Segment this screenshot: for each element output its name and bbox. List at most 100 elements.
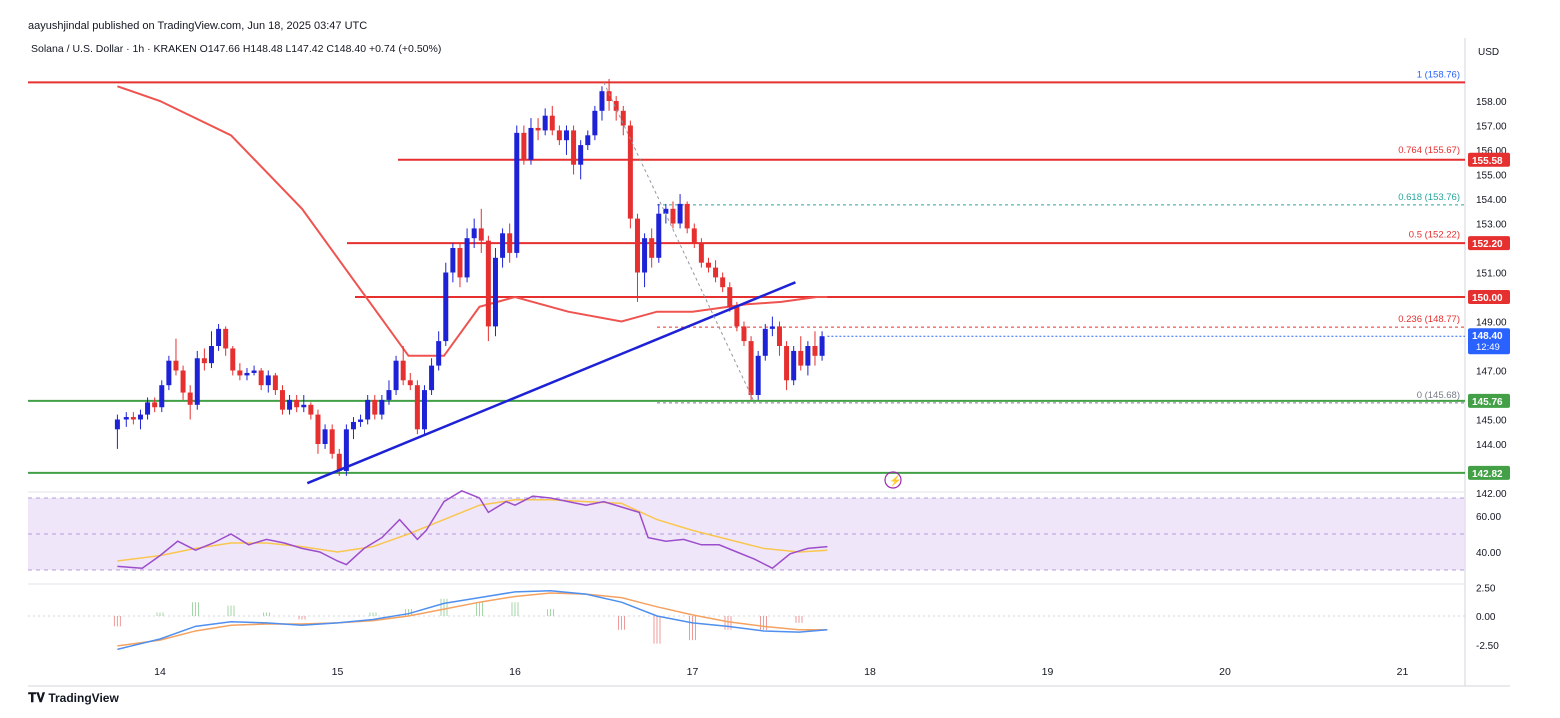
candle-bear bbox=[649, 238, 655, 258]
candle-bull bbox=[542, 115, 548, 131]
candle-bull bbox=[343, 429, 349, 471]
candle-bull bbox=[578, 145, 584, 165]
candle-bear bbox=[620, 110, 626, 126]
candle-bear bbox=[258, 370, 264, 386]
publisher-caption: aayushjindal published on TradingView.co… bbox=[28, 20, 368, 32]
candle-bear bbox=[336, 453, 342, 471]
candle-bull bbox=[762, 328, 768, 356]
flash-icon-glyph: ⚡ bbox=[889, 474, 901, 487]
candle-bull bbox=[663, 208, 669, 214]
price-tick-label: 142.00 bbox=[1476, 489, 1507, 500]
rsi-signal-line bbox=[117, 499, 828, 562]
fib-label: 1 (158.76) bbox=[1417, 69, 1460, 80]
time-tick-label: 21 bbox=[1397, 666, 1409, 678]
candle-bull bbox=[166, 360, 172, 386]
candle-bear bbox=[230, 348, 236, 371]
candle-bull bbox=[819, 336, 825, 356]
level-badge bbox=[1468, 290, 1510, 304]
candle-bear bbox=[315, 414, 321, 444]
candle-bear bbox=[776, 326, 782, 346]
fib-label: 0.618 (153.76) bbox=[1398, 192, 1460, 203]
level-badge bbox=[1468, 152, 1510, 167]
macd-line bbox=[117, 589, 828, 651]
candle-bear bbox=[698, 243, 704, 263]
candle-bull bbox=[805, 346, 811, 366]
symbol-info-line: Solana / U.S. Dollar · 1h · KRAKEN O147.… bbox=[31, 43, 442, 55]
currency-label: USD bbox=[1478, 47, 1499, 58]
candle-bear bbox=[812, 346, 818, 356]
candle-bull bbox=[287, 399, 293, 410]
candle-bear bbox=[684, 203, 690, 229]
candle-bear bbox=[329, 429, 335, 454]
level-badge-label: 145.76 bbox=[1472, 397, 1503, 408]
candle-bull bbox=[599, 91, 605, 111]
fib-label: 0 (145.68) bbox=[1417, 390, 1460, 401]
time-axis: 14 15 16 17 18 19 20 21 bbox=[154, 666, 1408, 678]
price-tick-label: 147.00 bbox=[1476, 367, 1507, 378]
candle-bull bbox=[585, 135, 591, 146]
tv-icon: 𝐓𝐕 bbox=[28, 690, 45, 705]
bar-timer-label: 12:49 bbox=[1476, 342, 1500, 353]
candle-bull bbox=[471, 228, 477, 239]
candle-bear bbox=[748, 341, 754, 395]
candle-bear bbox=[294, 399, 300, 408]
macd-tick-label: 2.50 bbox=[1476, 583, 1496, 594]
candle-bull bbox=[386, 390, 392, 400]
candle-bear bbox=[400, 360, 406, 381]
annotations: ⚡ bbox=[306, 82, 902, 489]
candle-bull bbox=[642, 238, 648, 273]
rsi-line bbox=[117, 489, 828, 570]
candle-bear bbox=[606, 91, 612, 101]
time-tick-label: 15 bbox=[332, 666, 344, 678]
candle-bull bbox=[791, 350, 797, 381]
chart-grid bbox=[28, 38, 1510, 687]
candle-bull bbox=[563, 130, 569, 141]
candle-bear bbox=[201, 358, 207, 364]
time-tick-label: 16 bbox=[509, 666, 521, 678]
candle-bull bbox=[379, 399, 385, 415]
macd-tick-label: 0.00 bbox=[1476, 612, 1496, 623]
candle-bull bbox=[350, 421, 356, 430]
time-tick-label: 14 bbox=[154, 666, 166, 678]
candle-bear bbox=[627, 125, 633, 219]
fib-label: 0.764 (155.67) bbox=[1398, 145, 1460, 156]
price-tick-label: 154.00 bbox=[1476, 195, 1507, 206]
candle-bull bbox=[592, 110, 598, 136]
price-tick-label: 149.00 bbox=[1476, 318, 1507, 329]
candle-bear bbox=[727, 287, 733, 307]
candle-bear bbox=[798, 350, 804, 366]
candle-bear bbox=[720, 277, 726, 288]
level-badge bbox=[1468, 393, 1510, 408]
candle-bull bbox=[436, 341, 442, 366]
candle-bear bbox=[223, 328, 229, 349]
candle-bear bbox=[556, 130, 562, 141]
candle-bear bbox=[691, 228, 697, 244]
candles bbox=[114, 78, 825, 476]
moving-average bbox=[117, 85, 828, 357]
candle-bull bbox=[769, 326, 775, 329]
candle-bear bbox=[535, 127, 541, 131]
level-badge-label: 155.58 bbox=[1472, 156, 1503, 167]
candle-bull bbox=[464, 238, 470, 278]
candle-bear bbox=[734, 306, 740, 327]
candle-bear bbox=[613, 101, 619, 111]
candle-bear bbox=[272, 375, 278, 391]
moving-average-line bbox=[117, 85, 828, 357]
candle-bull bbox=[429, 365, 435, 391]
candle-bull bbox=[514, 132, 520, 253]
macd-signal-line bbox=[117, 592, 828, 647]
price-axis: 158.00 157.00 156.00 155.00 154.00 153.00 151.… bbox=[1468, 47, 1510, 652]
candle-bear bbox=[549, 115, 555, 131]
candle-bear bbox=[634, 218, 640, 273]
price-tick-label: 155.00 bbox=[1476, 171, 1507, 182]
rsi-tick-label: 40.00 bbox=[1476, 548, 1501, 559]
time-tick-label: 19 bbox=[1042, 666, 1054, 678]
candle-bear bbox=[372, 399, 378, 415]
rsi-band bbox=[28, 498, 1465, 570]
level-badge-label: 152.20 bbox=[1472, 239, 1503, 250]
candle-bull bbox=[450, 248, 456, 273]
candle-bull bbox=[123, 417, 129, 420]
candle-bear bbox=[173, 360, 179, 371]
macd-tick-label: -2.50 bbox=[1476, 641, 1499, 652]
